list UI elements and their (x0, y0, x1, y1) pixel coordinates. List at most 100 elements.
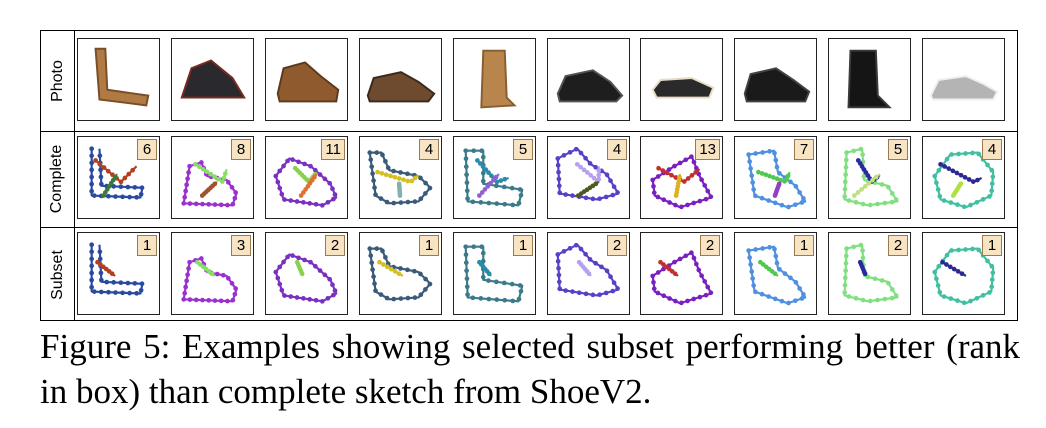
shoe-shape (743, 67, 811, 103)
stroke-point (586, 271, 592, 277)
stroke-point (199, 160, 204, 165)
stroke-point (494, 201, 500, 206)
stroke-point (608, 274, 613, 280)
subset-sketch: 2 (547, 232, 630, 315)
stroke-point (480, 154, 486, 160)
stroke-point (683, 157, 689, 163)
stroke-point (685, 202, 690, 208)
rank-box: 7 (794, 139, 814, 160)
stroke-point (673, 175, 679, 180)
stroke-point (106, 289, 111, 295)
stroke-point (377, 259, 382, 265)
stroke-point (843, 164, 849, 170)
stroke-point (89, 277, 95, 283)
rank-box: 4 (607, 139, 627, 160)
stroke-point (480, 178, 486, 184)
stroke-point (317, 268, 323, 273)
stroke-point (555, 162, 561, 168)
stroke-point (859, 187, 864, 192)
row-divider (41, 131, 1017, 132)
stroke-point (494, 183, 499, 189)
stroke-point (98, 289, 104, 295)
stroke-point (865, 274, 871, 280)
stroke-point (209, 271, 215, 277)
stroke-point (693, 165, 699, 171)
stroke-point (516, 296, 522, 302)
stroke-point (282, 293, 287, 298)
stroke-point (279, 287, 285, 293)
row-label-photo: Photo (48, 60, 66, 102)
stroke-point (118, 184, 124, 190)
shoe-shape (847, 49, 892, 109)
stroke-point (962, 174, 968, 180)
stroke-point (216, 176, 221, 182)
stroke-point (374, 246, 380, 251)
stroke-point (488, 180, 493, 186)
stroke-point (218, 298, 224, 304)
stroke-point (388, 266, 394, 272)
stroke-point (89, 270, 95, 276)
rank-box: 8 (231, 139, 251, 160)
stroke-point (853, 295, 859, 301)
rank-box: 5 (513, 139, 533, 160)
stroke-point (313, 297, 319, 303)
stroke-point (463, 164, 469, 170)
stroke-point (302, 161, 307, 167)
stroke-point (753, 289, 758, 295)
stroke-point (405, 295, 411, 301)
stroke-point (313, 201, 319, 207)
stroke-point (610, 288, 616, 294)
stroke-point (584, 170, 590, 175)
figure-caption: Figure 5: Examples showing selected subs… (40, 324, 1020, 414)
rank-box: 1 (419, 235, 439, 256)
stroke-point (93, 158, 98, 163)
stroke-point (412, 199, 418, 204)
stroke-point (578, 164, 583, 170)
stroke-point (970, 179, 976, 184)
stroke-point (185, 272, 190, 278)
stroke-point (502, 176, 508, 182)
rank-box: 1 (513, 235, 533, 256)
stroke-point (799, 200, 805, 205)
stroke-point (948, 200, 954, 205)
stroke-point (867, 202, 873, 208)
stroke-point (398, 266, 403, 271)
stroke-point (801, 196, 806, 201)
stroke-point (319, 202, 325, 208)
stroke-point (852, 193, 857, 198)
shoe-shape (651, 77, 715, 99)
stroke-point (756, 169, 761, 175)
stroke-point (464, 276, 470, 282)
stroke-point (777, 266, 782, 272)
stroke-point (677, 256, 683, 262)
stroke-point (199, 256, 204, 261)
row-divider (41, 227, 1017, 228)
stroke-point (846, 198, 852, 203)
stroke-point (987, 194, 992, 199)
stroke-point (277, 168, 283, 174)
stroke-point (689, 154, 694, 160)
stroke-point (696, 267, 702, 273)
stroke-point (463, 148, 469, 154)
shoe-photo (359, 38, 442, 121)
stroke-point (578, 246, 584, 252)
stroke-point (111, 280, 117, 285)
stroke-point (277, 281, 283, 287)
stroke-point (463, 244, 469, 250)
stroke-point (222, 171, 228, 176)
stroke-point (990, 270, 996, 276)
stroke-point (563, 288, 569, 293)
stroke-point (555, 156, 561, 161)
stroke-point (294, 199, 300, 204)
stroke-point (774, 260, 780, 266)
stroke-point (567, 149, 573, 155)
stroke-point (396, 271, 402, 277)
stroke-point (308, 259, 313, 265)
stroke-point (597, 196, 602, 202)
stroke-point (673, 202, 678, 208)
stroke-point (383, 172, 389, 178)
stroke-point (799, 296, 805, 301)
stroke-point (555, 252, 561, 257)
stroke-point (186, 170, 191, 175)
stroke-point (958, 172, 964, 178)
